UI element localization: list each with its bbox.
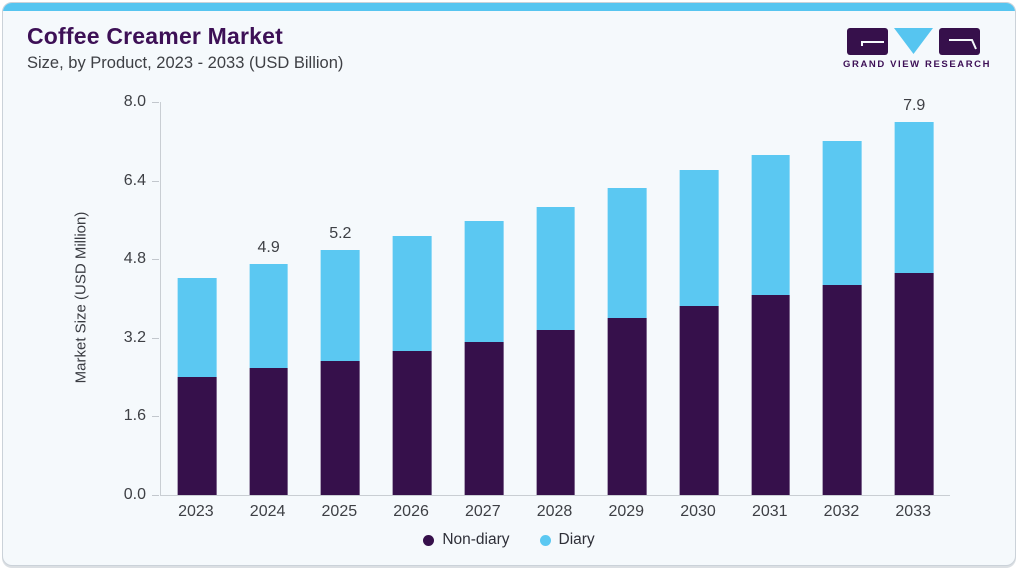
stacked-bar-2026 xyxy=(392,235,432,495)
bar-segment-non-diary-2028 xyxy=(536,329,575,495)
x-tick-label-2033: 2033 xyxy=(895,503,931,520)
gvr-logo-icon xyxy=(847,28,980,55)
bar-segment-diary-2027 xyxy=(464,221,504,342)
bar-segment-diary-2029 xyxy=(607,188,647,319)
bar-segment-non-diary-2033 xyxy=(894,273,934,495)
y-tick-mark-8.0 xyxy=(152,102,159,103)
bar-segment-non-diary-2027 xyxy=(464,341,504,495)
bar-segment-non-diary-2032 xyxy=(823,285,862,495)
y-tick-mark-1.6 xyxy=(152,416,159,418)
stacked-bar-2024 xyxy=(249,263,288,495)
x-tick-label-2030: 2030 xyxy=(680,503,716,520)
bar-slot-2030 xyxy=(663,102,735,495)
legend-dot-icon xyxy=(423,534,435,546)
x-tick-label-2024: 2024 xyxy=(249,503,286,520)
y-tick-mark-6.4 xyxy=(152,180,159,182)
chart-legend: Non-diary Diary xyxy=(3,531,1015,549)
bar-slot-2023 xyxy=(161,102,233,495)
bar-segment-non-diary-2023 xyxy=(177,377,217,495)
x-tick-label-2031: 2031 xyxy=(751,503,788,520)
x-tick-label-2027: 2027 xyxy=(465,503,501,520)
page-subtitle: Size, by Product, 2023 - 2033 (USD Billi… xyxy=(27,54,344,72)
bar-segment-diary-2031 xyxy=(751,155,791,295)
bar-total-label-2025: 5.2 xyxy=(329,224,352,242)
x-tick-label-2029: 2029 xyxy=(608,503,645,520)
bar-slot-2029 xyxy=(591,102,663,495)
gvr-logo-text: GRAND VIEW RESEARCH xyxy=(843,59,992,70)
top-accent-bar xyxy=(3,3,1015,11)
plot-area: 4.9 5.2 7.9 xyxy=(160,97,950,496)
bar-segment-non-diary-2029 xyxy=(607,318,647,495)
bar-segment-diary-2033 xyxy=(894,122,934,274)
stacked-bar-2025 xyxy=(320,249,360,495)
y-axis-title: Market Size (USD Million) xyxy=(72,211,90,384)
bar-segment-diary-2030 xyxy=(679,169,719,307)
legend-label: Non-diary xyxy=(442,531,510,548)
bar-segment-non-diary-2025 xyxy=(320,360,360,495)
y-tick-label-3.2: 3.2 xyxy=(123,328,146,346)
stacked-bar-2031 xyxy=(751,155,791,495)
stacked-bar-2029 xyxy=(607,188,647,495)
bar-slot-2032 xyxy=(807,102,879,495)
bar-slot-2028 xyxy=(520,102,592,495)
y-tick-label-0.0: 0.0 xyxy=(123,486,146,503)
x-tick-label-2023: 2023 xyxy=(178,503,214,520)
gvr-logo: GRAND VIEW RESEARCH xyxy=(843,27,992,70)
bar-total-label-2024: 4.9 xyxy=(257,238,280,256)
x-tick-label-2026: 2026 xyxy=(393,503,429,520)
x-tick-label-2032: 2032 xyxy=(823,503,860,520)
bar-total-label-2033: 7.9 xyxy=(903,97,926,115)
bar-segment-diary-2032 xyxy=(823,141,862,286)
legend-label: Diary xyxy=(558,531,595,548)
legend-dot-icon xyxy=(539,534,551,546)
legend-item-non-diary: Non-diary xyxy=(423,531,510,549)
y-tick-mark-3.2 xyxy=(152,337,159,339)
bar-segment-non-diary-2031 xyxy=(751,294,791,495)
bar-segment-diary-2023 xyxy=(177,278,217,378)
bar-slot-2027 xyxy=(448,102,520,495)
bar-slot-2031 xyxy=(735,102,807,495)
bar-slot-2025: 5.2 xyxy=(304,102,376,495)
bar-segment-diary-2024 xyxy=(249,263,288,368)
bar-slot-2026 xyxy=(376,102,448,495)
chart-header: Coffee Creamer Market Size, by Product, … xyxy=(27,23,343,73)
stacked-bar-2030 xyxy=(679,169,719,495)
y-tick-label-1.6: 1.6 xyxy=(123,407,146,425)
y-tick-mark-4.8 xyxy=(152,259,159,261)
y-tick-label-4.8: 4.8 xyxy=(123,250,146,268)
bar-segment-non-diary-2030 xyxy=(679,306,719,495)
stacked-bar-2027 xyxy=(464,221,504,495)
bar-slot-2024: 4.9 xyxy=(233,102,305,495)
x-axis-labels: 2023 2024 2025 2026 2027 2028 2029 2030 2031 2032… xyxy=(160,503,949,521)
bar-slot-2033: 7.9 xyxy=(878,97,950,495)
bar-segment-non-diary-2026 xyxy=(392,351,432,495)
y-tick-label-6.4: 6.4 xyxy=(123,171,146,189)
stacked-bar-2033 xyxy=(894,122,934,495)
stacked-bar-2032 xyxy=(823,141,862,495)
stacked-bar-2028 xyxy=(536,207,575,495)
page-title: Coffee Creamer Market xyxy=(27,23,284,49)
legend-item-diary: Diary xyxy=(539,531,595,549)
bar-segment-non-diary-2024 xyxy=(249,367,288,495)
bar-segment-diary-2026 xyxy=(392,235,432,352)
bar-segment-diary-2028 xyxy=(536,207,575,330)
stacked-bar-2023 xyxy=(177,278,217,495)
y-tick-mark-0.0 xyxy=(152,495,159,496)
x-tick-label-2028: 2028 xyxy=(536,503,573,520)
y-tick-label-8.0: 8.0 xyxy=(123,93,146,110)
bar-segment-diary-2025 xyxy=(320,249,360,361)
x-tick-label-2025: 2025 xyxy=(321,503,358,520)
